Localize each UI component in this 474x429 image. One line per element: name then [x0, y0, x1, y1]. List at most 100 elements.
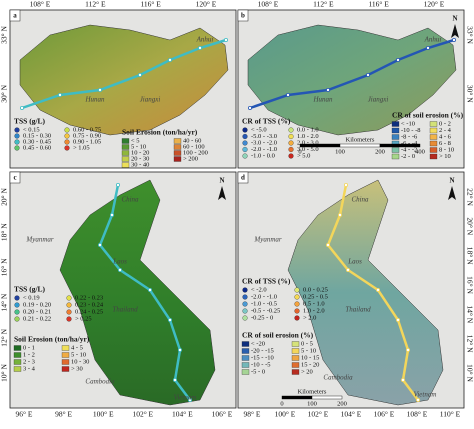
legend-swatch: [14, 302, 20, 308]
river-point: [98, 88, 103, 93]
legend-label: 15 - 20: [301, 361, 319, 368]
legend-swatch: [242, 294, 248, 300]
river-point: [177, 347, 182, 352]
legend-label: < 0.15: [23, 126, 40, 133]
legend-label: 0 - 5: [301, 340, 313, 347]
river-point: [451, 38, 456, 43]
lon-tick-label: 100° E: [275, 410, 296, 419]
legend-swatch: [14, 295, 20, 301]
legend-swatch: [294, 287, 300, 293]
legend-swatch: [61, 366, 70, 372]
legend-swatch: [61, 345, 70, 351]
legend-label: 4 - 6: [439, 133, 452, 140]
lon-tick-label: 116° E: [368, 0, 389, 9]
legend-title: Soil Erosion (ton/ha/yr): [122, 128, 198, 137]
legend-swatch: [61, 352, 70, 358]
lon-tick-label: 120° E: [196, 0, 217, 9]
river-point: [425, 46, 430, 51]
scale-segment: [339, 143, 381, 148]
lon-tick-label: 104° E: [172, 410, 193, 419]
legend-label: 0.24 - 0.25: [75, 308, 103, 315]
legend-swatch: [64, 145, 70, 151]
legend-label: 0.30 - 0.45: [23, 138, 51, 145]
legend-swatch: [391, 153, 400, 160]
legend-swatch: [294, 294, 300, 300]
place-name: Thailand: [345, 306, 371, 314]
legend-title: TSS (g/L): [14, 285, 46, 294]
legend-label: 1.0 - 2.0: [297, 133, 319, 140]
legend-swatch: [173, 156, 182, 162]
legend-swatch: [13, 352, 22, 358]
legend-swatch: [242, 146, 248, 153]
legend-label: 0.0 - 1.0: [297, 126, 319, 133]
legend-swatch: [429, 140, 438, 147]
legend-title: CR of TSS (%): [242, 117, 291, 126]
legend-label: 0.21 - 0.22: [23, 315, 51, 322]
panel-label-bg: [9, 171, 21, 184]
lon-tick-label: 106° E: [212, 410, 233, 419]
panel-label: d: [241, 174, 245, 182]
legend-swatch: [66, 302, 72, 308]
legend-label: > 20: [301, 368, 313, 375]
legend-label: -5.0 - -3.0: [251, 133, 277, 140]
river-point: [116, 182, 121, 187]
legend-label: 6 - 8: [439, 140, 451, 147]
legend-label: 3 - 4: [23, 365, 36, 372]
scale-tick: 200: [337, 400, 347, 407]
panel-label-bg: [237, 171, 249, 184]
legend-label: 0 - 2: [439, 120, 451, 127]
river-point: [415, 397, 420, 402]
legend-label: 8 - 10: [439, 146, 454, 153]
legend-label: > 30: [71, 365, 83, 372]
lon-tick-label: 112° E: [313, 0, 334, 9]
lon-tick-label: 108° E: [30, 0, 51, 9]
legend-swatch: [64, 139, 70, 145]
legend-label: -10 - -8: [401, 127, 421, 134]
legend-swatch: [288, 127, 294, 133]
scale-tick: 400: [415, 148, 425, 155]
legend-label: 0.23 - 0.24: [75, 301, 104, 308]
lat-tick-label: 10° N: [465, 364, 474, 382]
scale-segment: [299, 143, 341, 148]
legend-swatch: [14, 133, 20, 139]
river-point: [98, 242, 103, 247]
legend-label: 2 - 4: [439, 127, 452, 134]
legend-swatch: [391, 147, 400, 153]
scale-tick: 0: [298, 148, 301, 155]
legend-label: 60 - 100: [183, 143, 205, 150]
river-point: [345, 267, 350, 272]
river-point: [325, 242, 330, 247]
legend-swatch: [14, 139, 20, 145]
legend-label: 0.20 - 0.21: [23, 308, 51, 315]
lon-tick-label: 100° E: [93, 410, 114, 419]
legend-swatch: [241, 348, 250, 354]
legend-swatch: [13, 359, 22, 365]
river-point: [167, 58, 172, 63]
scale-tick: 0: [280, 400, 283, 407]
legend-title: CR of soil erosion (%): [392, 111, 464, 120]
legend-label: 1.0 - 2.0: [303, 307, 325, 314]
legend-label: -0.5 - -0.25: [251, 307, 280, 314]
north-label: N: [449, 177, 454, 185]
river-point: [400, 377, 405, 382]
north-label: N: [452, 15, 457, 23]
legend-label: 100 - 200: [183, 149, 208, 156]
lat-tick-label: 16° N: [0, 258, 9, 276]
map-panel: a 108° E 112° E 116° E 120° E 33° N 30° N Anhui…: [0, 0, 237, 168]
lon-tick-label: 96° E: [16, 410, 33, 419]
legend-swatch: [242, 140, 248, 146]
lat-tick-label: 12° N: [465, 335, 474, 353]
legend-swatch: [288, 153, 294, 159]
north-arrow: [218, 186, 226, 200]
lat-tick-label: 22° N: [465, 188, 474, 206]
legend-label: < -5.0: [251, 126, 267, 133]
legend-swatch: [241, 369, 250, 375]
scale-segment: [379, 143, 421, 148]
place-name: Anhui: [196, 36, 214, 44]
scale-segment: [281, 395, 313, 400]
legend-swatch: [241, 355, 250, 361]
legend-label: 1 - 2: [23, 351, 35, 358]
legend-swatch: [242, 153, 248, 159]
map-panel: b 108° E 112° E 116° E 120° E 33° N 30° N Anhui…: [237, 0, 474, 169]
legend-swatch: [241, 362, 250, 368]
